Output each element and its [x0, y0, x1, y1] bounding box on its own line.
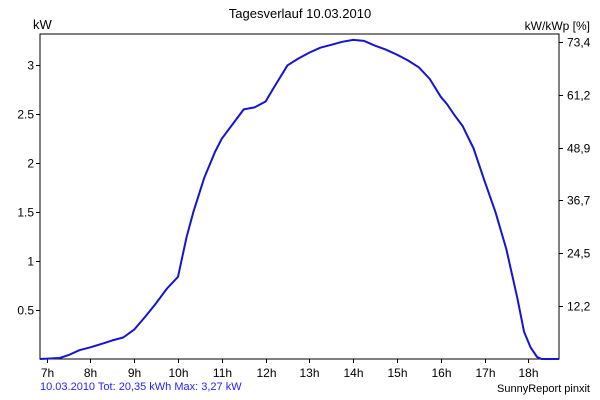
x-tick-label: 18h: [518, 366, 538, 380]
x-tick-label: 15h: [387, 366, 407, 380]
y2-tick-label: 36,7: [567, 194, 591, 208]
chart-title: Tagesverlauf 10.03.2010: [228, 6, 372, 21]
x-tick-label: 16h: [431, 366, 451, 380]
y2-tick-label: 61,2: [567, 89, 591, 103]
y-tick-label: 0.5: [17, 304, 34, 318]
y-tick-label: 1: [27, 255, 34, 269]
x-tick-label: 8h: [84, 366, 97, 380]
series-layer: [39, 38, 559, 360]
software-credit: SunnyReport pinxit: [497, 383, 590, 395]
y-tick-label: 1.5: [17, 206, 34, 220]
y-tick-label: 2: [27, 157, 34, 171]
summary-footer: 10.03.2010 Tot: 20,35 kWh Max: 3,27 kW: [40, 381, 242, 393]
x-tick-label: 7h: [41, 366, 54, 380]
x-tick-label: 13h: [299, 366, 319, 380]
power-series-line: [39, 38, 559, 360]
tick-labels: 7h 8h 9h 10h 11h 12h 13h 14h 15h 16h 17h 18h 0.5 1 1.5…: [17, 36, 590, 381]
y-tick-label: 3: [27, 59, 34, 73]
y2-tick-label: 12,2: [567, 300, 591, 314]
y2-tick-label: 73,4: [567, 36, 591, 50]
y2-tick-label: 24,5: [567, 247, 591, 261]
x-tick-label: 11h: [213, 366, 232, 380]
plot-frame: [36, 33, 563, 363]
x-tick-label: 10h: [168, 366, 188, 380]
x-tick-label: 14h: [343, 366, 363, 380]
plot-area-border: [39, 33, 560, 360]
right-axis-unit: kW/kWp [%]: [524, 19, 590, 33]
x-tick-label: 17h: [475, 366, 495, 380]
x-tick-label: 9h: [128, 366, 141, 380]
left-axis-unit: kW: [33, 17, 52, 32]
x-tick-label: 12h: [256, 366, 276, 380]
y-tick-label: 2.5: [17, 108, 34, 122]
y2-tick-label: 48,9: [567, 142, 591, 156]
